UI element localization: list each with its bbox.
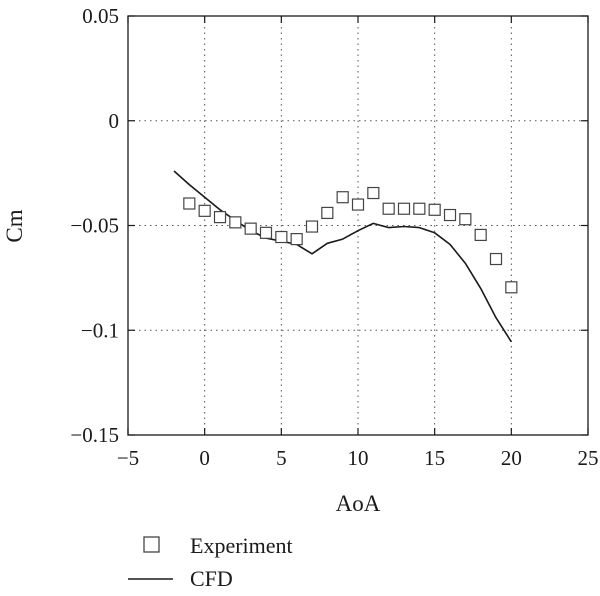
x-tick-label: 5 <box>276 446 287 470</box>
experiment-point <box>474 228 487 242</box>
experiment-point <box>305 220 319 233</box>
y-tick-label: −0.15 <box>70 423 119 447</box>
x-axis-title: AoA <box>336 491 381 516</box>
x-tick-label: 15 <box>424 446 445 470</box>
y-tick-label: 0.05 <box>82 4 119 28</box>
y-tick-label: 0 <box>109 109 120 133</box>
experiment-point <box>505 281 518 294</box>
y-tick-label: −0.1 <box>81 318 119 342</box>
experiment-point <box>259 226 273 239</box>
experiment-point <box>428 203 441 216</box>
experiment-point <box>397 202 411 215</box>
experiment-point <box>459 213 472 226</box>
experiment-point <box>321 206 334 220</box>
experiment-point <box>413 202 426 215</box>
y-axis-title: Cm <box>2 209 27 242</box>
legend: Experiment CFD <box>128 533 293 591</box>
grid <box>128 16 588 435</box>
experiment-point <box>489 252 503 266</box>
experiment-point <box>183 197 196 210</box>
experiment-point <box>198 204 211 217</box>
experiment-point <box>229 216 242 229</box>
legend-label-cfd: CFD <box>190 566 233 591</box>
x-tick-label: 25 <box>578 446 599 470</box>
y-axis-ticks: −0.15 −0.1 −0.05 0 0.05 <box>70 4 588 447</box>
legend-label-experiment: Experiment <box>190 533 293 558</box>
x-tick-label: 0 <box>199 446 210 470</box>
experiment-point <box>351 198 365 211</box>
experiment-point <box>382 202 395 215</box>
x-axis-ticks: −5 0 5 10 15 20 25 <box>117 16 599 470</box>
experiment-point <box>336 191 349 204</box>
experiment-point <box>290 233 303 246</box>
y-tick-label: −0.05 <box>70 214 119 238</box>
experiment-point <box>443 208 457 222</box>
experiment-point <box>367 186 380 200</box>
experiment-point <box>275 230 288 244</box>
experiment-point <box>244 222 257 235</box>
x-tick-label: 10 <box>348 446 369 470</box>
experiment-point <box>213 211 227 224</box>
series <box>173 170 518 343</box>
legend-marker-experiment <box>143 536 160 553</box>
x-tick-label: 20 <box>501 446 522 470</box>
x-tick-label: −5 <box>117 446 139 470</box>
